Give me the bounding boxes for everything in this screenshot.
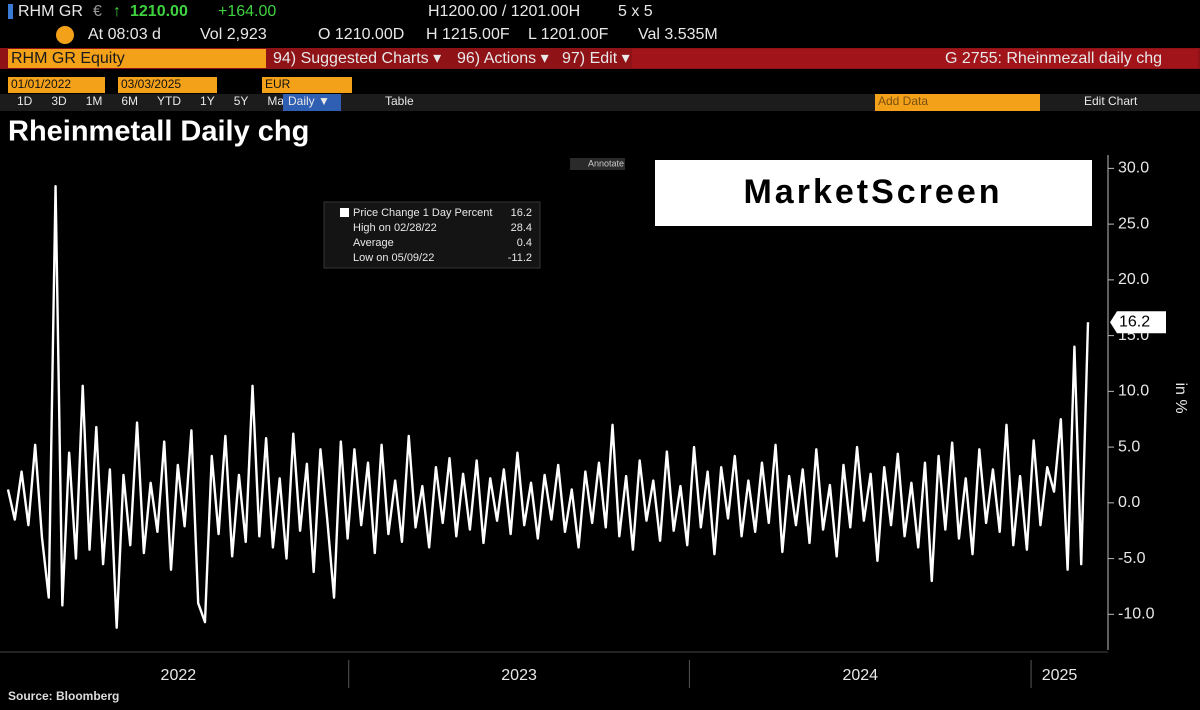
legend-value: 0.4 — [517, 237, 532, 249]
legend: Price Change 1 Day Percent 16.2 High on 02… — [340, 207, 532, 264]
add-data-field[interactable] — [875, 94, 1040, 111]
frequency[interactable]: Daily ▼ — [288, 94, 330, 108]
currency-field[interactable] — [262, 77, 352, 93]
date-from[interactable]: 01/01/2022 — [11, 77, 71, 91]
period-button[interactable]: YTD — [157, 94, 181, 108]
legend-box — [323, 201, 541, 269]
legend-value: -11.2 — [508, 252, 532, 264]
date-to-field[interactable] — [118, 77, 217, 93]
period-button[interactable]: 1Y — [200, 94, 215, 108]
open: O 1210.00D — [318, 26, 404, 43]
currency-select[interactable]: EUR — [265, 77, 291, 91]
annotate-button[interactable] — [570, 158, 625, 170]
last-value-label: 16.2 — [1119, 313, 1150, 330]
annotate[interactable]: Annotate — [588, 158, 624, 168]
legend-value: 28.4 — [511, 222, 532, 234]
y-tick-label: 25.0 — [1118, 215, 1149, 232]
last-price: 1210.00 — [130, 3, 188, 20]
ticker: RHM GR — [18, 3, 83, 20]
currency: € — [93, 3, 102, 20]
legend-swatch — [340, 208, 349, 217]
chart-title: Rheinmetall Daily chg — [8, 116, 309, 148]
legend-value: 16.2 — [511, 207, 532, 219]
price-change-line — [6, 185, 1090, 629]
date-to[interactable]: 03/03/2025 — [121, 77, 181, 91]
date-from-field[interactable] — [8, 77, 105, 93]
legend-label: High on 02/28/22 — [353, 222, 437, 234]
add-data[interactable]: Add Data — [878, 94, 928, 108]
y-tick-label: 30.0 — [1118, 160, 1149, 177]
y-tick-label: 5.0 — [1118, 438, 1140, 455]
last-value-tag — [1110, 311, 1166, 334]
table-button[interactable]: Table — [385, 94, 414, 108]
y-axis-label: in % — [1172, 382, 1189, 413]
legend-label: Price Change 1 Day Percent — [353, 207, 492, 219]
quote-time: At 08:03 d — [88, 26, 161, 43]
menu-actions[interactable]: 96) Actions ▾ — [457, 50, 549, 67]
bid-ask-size: 5 x 5 — [618, 3, 653, 20]
legend-label: Average — [353, 237, 394, 249]
period-button[interactable]: 1M — [86, 94, 103, 108]
legend-label: Low on 05/09/22 — [353, 252, 434, 264]
y-tick-label: 20.0 — [1118, 271, 1149, 288]
security-field[interactable] — [8, 49, 266, 68]
clock-icon — [56, 26, 74, 44]
watermark-box — [655, 160, 1092, 226]
quote-marker — [8, 4, 13, 19]
y-tick-label: 0.0 — [1118, 494, 1140, 511]
bid-ask: H1200.00 / 1201.00H — [428, 3, 580, 20]
quote-bar — [0, 0, 1200, 22]
low: L 1201.00F — [528, 26, 609, 43]
security[interactable]: RHM GR Equity — [11, 50, 125, 67]
period-button[interactable]: 1D — [17, 94, 33, 108]
price-change: +164.00 — [218, 3, 276, 20]
y-tick-label: 10.0 — [1118, 383, 1149, 400]
y-tick-label: -5.0 — [1118, 550, 1146, 567]
period-button[interactable]: 3D — [51, 94, 67, 108]
menu-suggested[interactable]: 94) Suggested Charts ▾ — [273, 50, 441, 67]
high: H 1215.00F — [426, 26, 510, 43]
menu-edit[interactable]: 97) Edit ▾ — [562, 50, 630, 67]
chart-name: G 2755: Rheinmezall daily chg — [945, 50, 1162, 67]
source: Source: Bloomberg — [8, 689, 119, 703]
value-traded: Val 3.535M — [638, 26, 718, 43]
x-tick-label: 2024 — [842, 667, 878, 684]
edit-chart[interactable]: Edit Chart — [1084, 94, 1138, 108]
period-button[interactable]: 5Y — [234, 94, 249, 108]
chart-name-field — [632, 49, 1198, 68]
y-tick-label: -10.0 — [1118, 606, 1155, 623]
x-tick-label: 2023 — [501, 667, 537, 684]
x-tick-label: 2022 — [161, 667, 197, 684]
period-buttons: 1D 3D 1M 6M YTD 1Y 5Y Max — [17, 94, 290, 108]
period-button[interactable]: 6M — [121, 94, 138, 108]
up-arrow: ↑ — [113, 3, 121, 20]
frequency-button[interactable] — [283, 94, 341, 111]
x-tick-label: 2025 — [1042, 667, 1078, 684]
watermark: MarketScreen — [743, 173, 1002, 211]
volume: Vol 2,923 — [200, 26, 267, 43]
